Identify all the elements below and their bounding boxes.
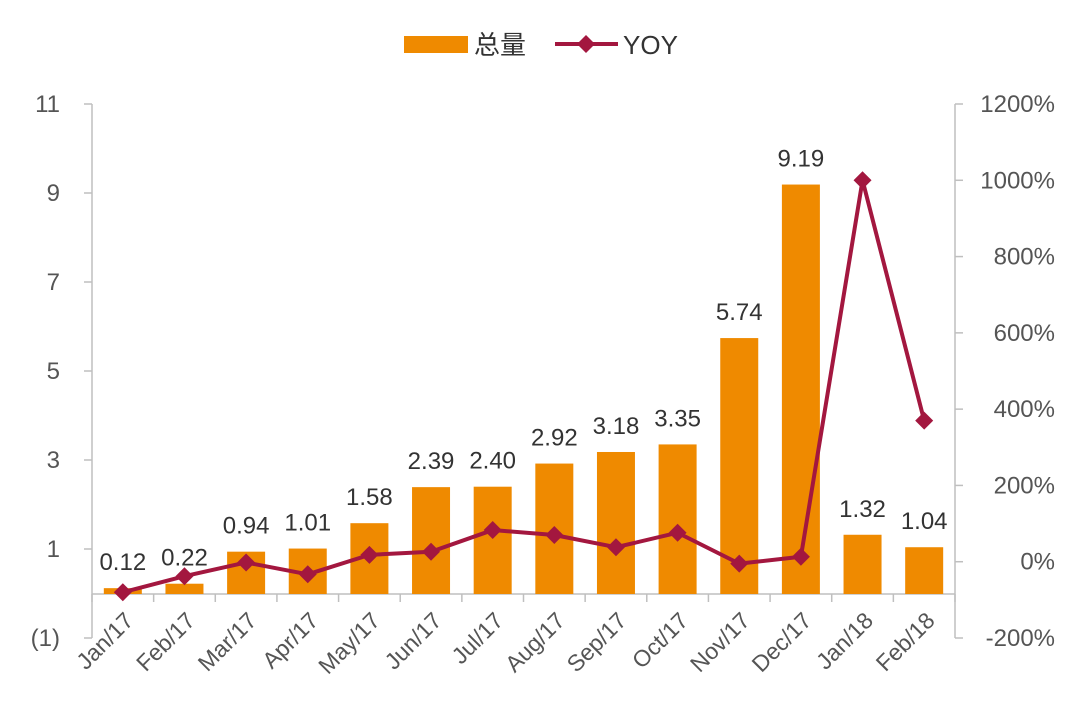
bar-series: [103, 184, 944, 595]
bar: [596, 451, 635, 594]
x-tick-label: Jan/18: [811, 607, 878, 674]
x-tick-label: Apr/17: [257, 607, 323, 673]
bar-data-label: 2.39: [408, 448, 455, 475]
left-tick-label: 7: [47, 269, 60, 296]
yoy-point: [668, 523, 687, 542]
bar-data-label: 0.94: [223, 513, 270, 540]
yoy-point: [298, 565, 317, 584]
x-tick-label: Jan/17: [71, 607, 138, 674]
bar: [412, 487, 451, 594]
bar-data-label: 1.58: [346, 484, 393, 511]
bar-data-label: 1.01: [284, 510, 331, 537]
x-tick-label: Mar/17: [193, 607, 262, 676]
bar: [720, 338, 759, 594]
legend-line-label: YOY: [623, 30, 678, 60]
left-tick-label: 5: [47, 358, 60, 385]
right-tick-label: 200%: [994, 472, 1055, 499]
legend-bar-label: 总量: [474, 30, 526, 60]
bar-data-label: 3.18: [593, 413, 640, 440]
bar: [781, 184, 820, 595]
bar-data-label: 2.40: [469, 448, 516, 475]
bar: [905, 547, 944, 594]
yoy-point: [483, 521, 502, 540]
bar-data-label: 1.32: [839, 496, 886, 523]
yoy-point: [545, 526, 564, 545]
x-tick-label: Feb/17: [131, 607, 200, 676]
right-tick-label: 800%: [994, 244, 1055, 271]
yoy-point: [791, 547, 810, 566]
yoy-point: [360, 545, 379, 564]
yoy-point: [113, 583, 132, 602]
yoy-point: [422, 542, 441, 561]
left-tick-label: 9: [47, 180, 60, 207]
bar: [165, 583, 204, 594]
x-tick-label: Jul/17: [446, 607, 508, 669]
bar-data-label: 0.12: [99, 549, 146, 576]
yoy-point: [606, 538, 625, 557]
right-tick-label: 600%: [994, 320, 1055, 347]
bar-data-label: 5.74: [716, 299, 763, 326]
left-tick-label: 3: [47, 447, 60, 474]
x-tick-label: Feb/18: [871, 607, 940, 676]
bar-data-labels: 0.12 0.220.94 1.011.582.39 2.402.92 3.18 3.35…: [99, 146, 947, 577]
x-tick-label: May/17: [313, 607, 385, 679]
bar-data-label: 9.19: [778, 146, 825, 173]
x-tick-label: Dec/17: [747, 607, 817, 677]
bar: [473, 486, 512, 594]
legend-line-marker: [577, 35, 595, 53]
bar-data-label: 2.92: [531, 425, 578, 452]
left-tick-label: 11: [35, 91, 60, 118]
yoy-point: [175, 567, 194, 586]
right-tick-label: 1200%: [980, 91, 1055, 118]
bar: [843, 534, 882, 594]
bar-data-label: 3.35: [654, 405, 701, 432]
yoy-point: [237, 553, 256, 572]
yoy-line-series: [113, 171, 934, 602]
bar-data-label: 1.04: [901, 508, 948, 535]
x-tick-label: Sep/17: [562, 607, 632, 677]
legend-bar-swatch: [404, 36, 468, 53]
legend: 总量 YOY: [404, 30, 678, 60]
axes: (1) 1 3 5 7 9 11 -200% 0% 200% 400% 600% 800% 1000% 12…: [31, 91, 1055, 652]
yoy-point: [853, 171, 872, 190]
yoy-point: [730, 554, 749, 573]
x-tick-label: Oct/17: [627, 607, 693, 673]
x-tick-label: Nov/17: [685, 607, 755, 677]
right-tick-label: -200%: [986, 625, 1055, 652]
right-tick-label: 400%: [994, 396, 1055, 423]
right-tick-label: 1000%: [980, 167, 1055, 194]
left-tick-label: 1: [47, 536, 60, 563]
x-tick-label: Aug/17: [500, 607, 570, 677]
yoy-point: [915, 411, 934, 430]
right-tick-label: 0%: [1020, 549, 1055, 576]
x-tick-label: Jun/17: [379, 607, 446, 674]
bar: [658, 444, 697, 594]
yoy-line: [122, 178, 927, 595]
left-tick-label: (1): [31, 625, 60, 652]
